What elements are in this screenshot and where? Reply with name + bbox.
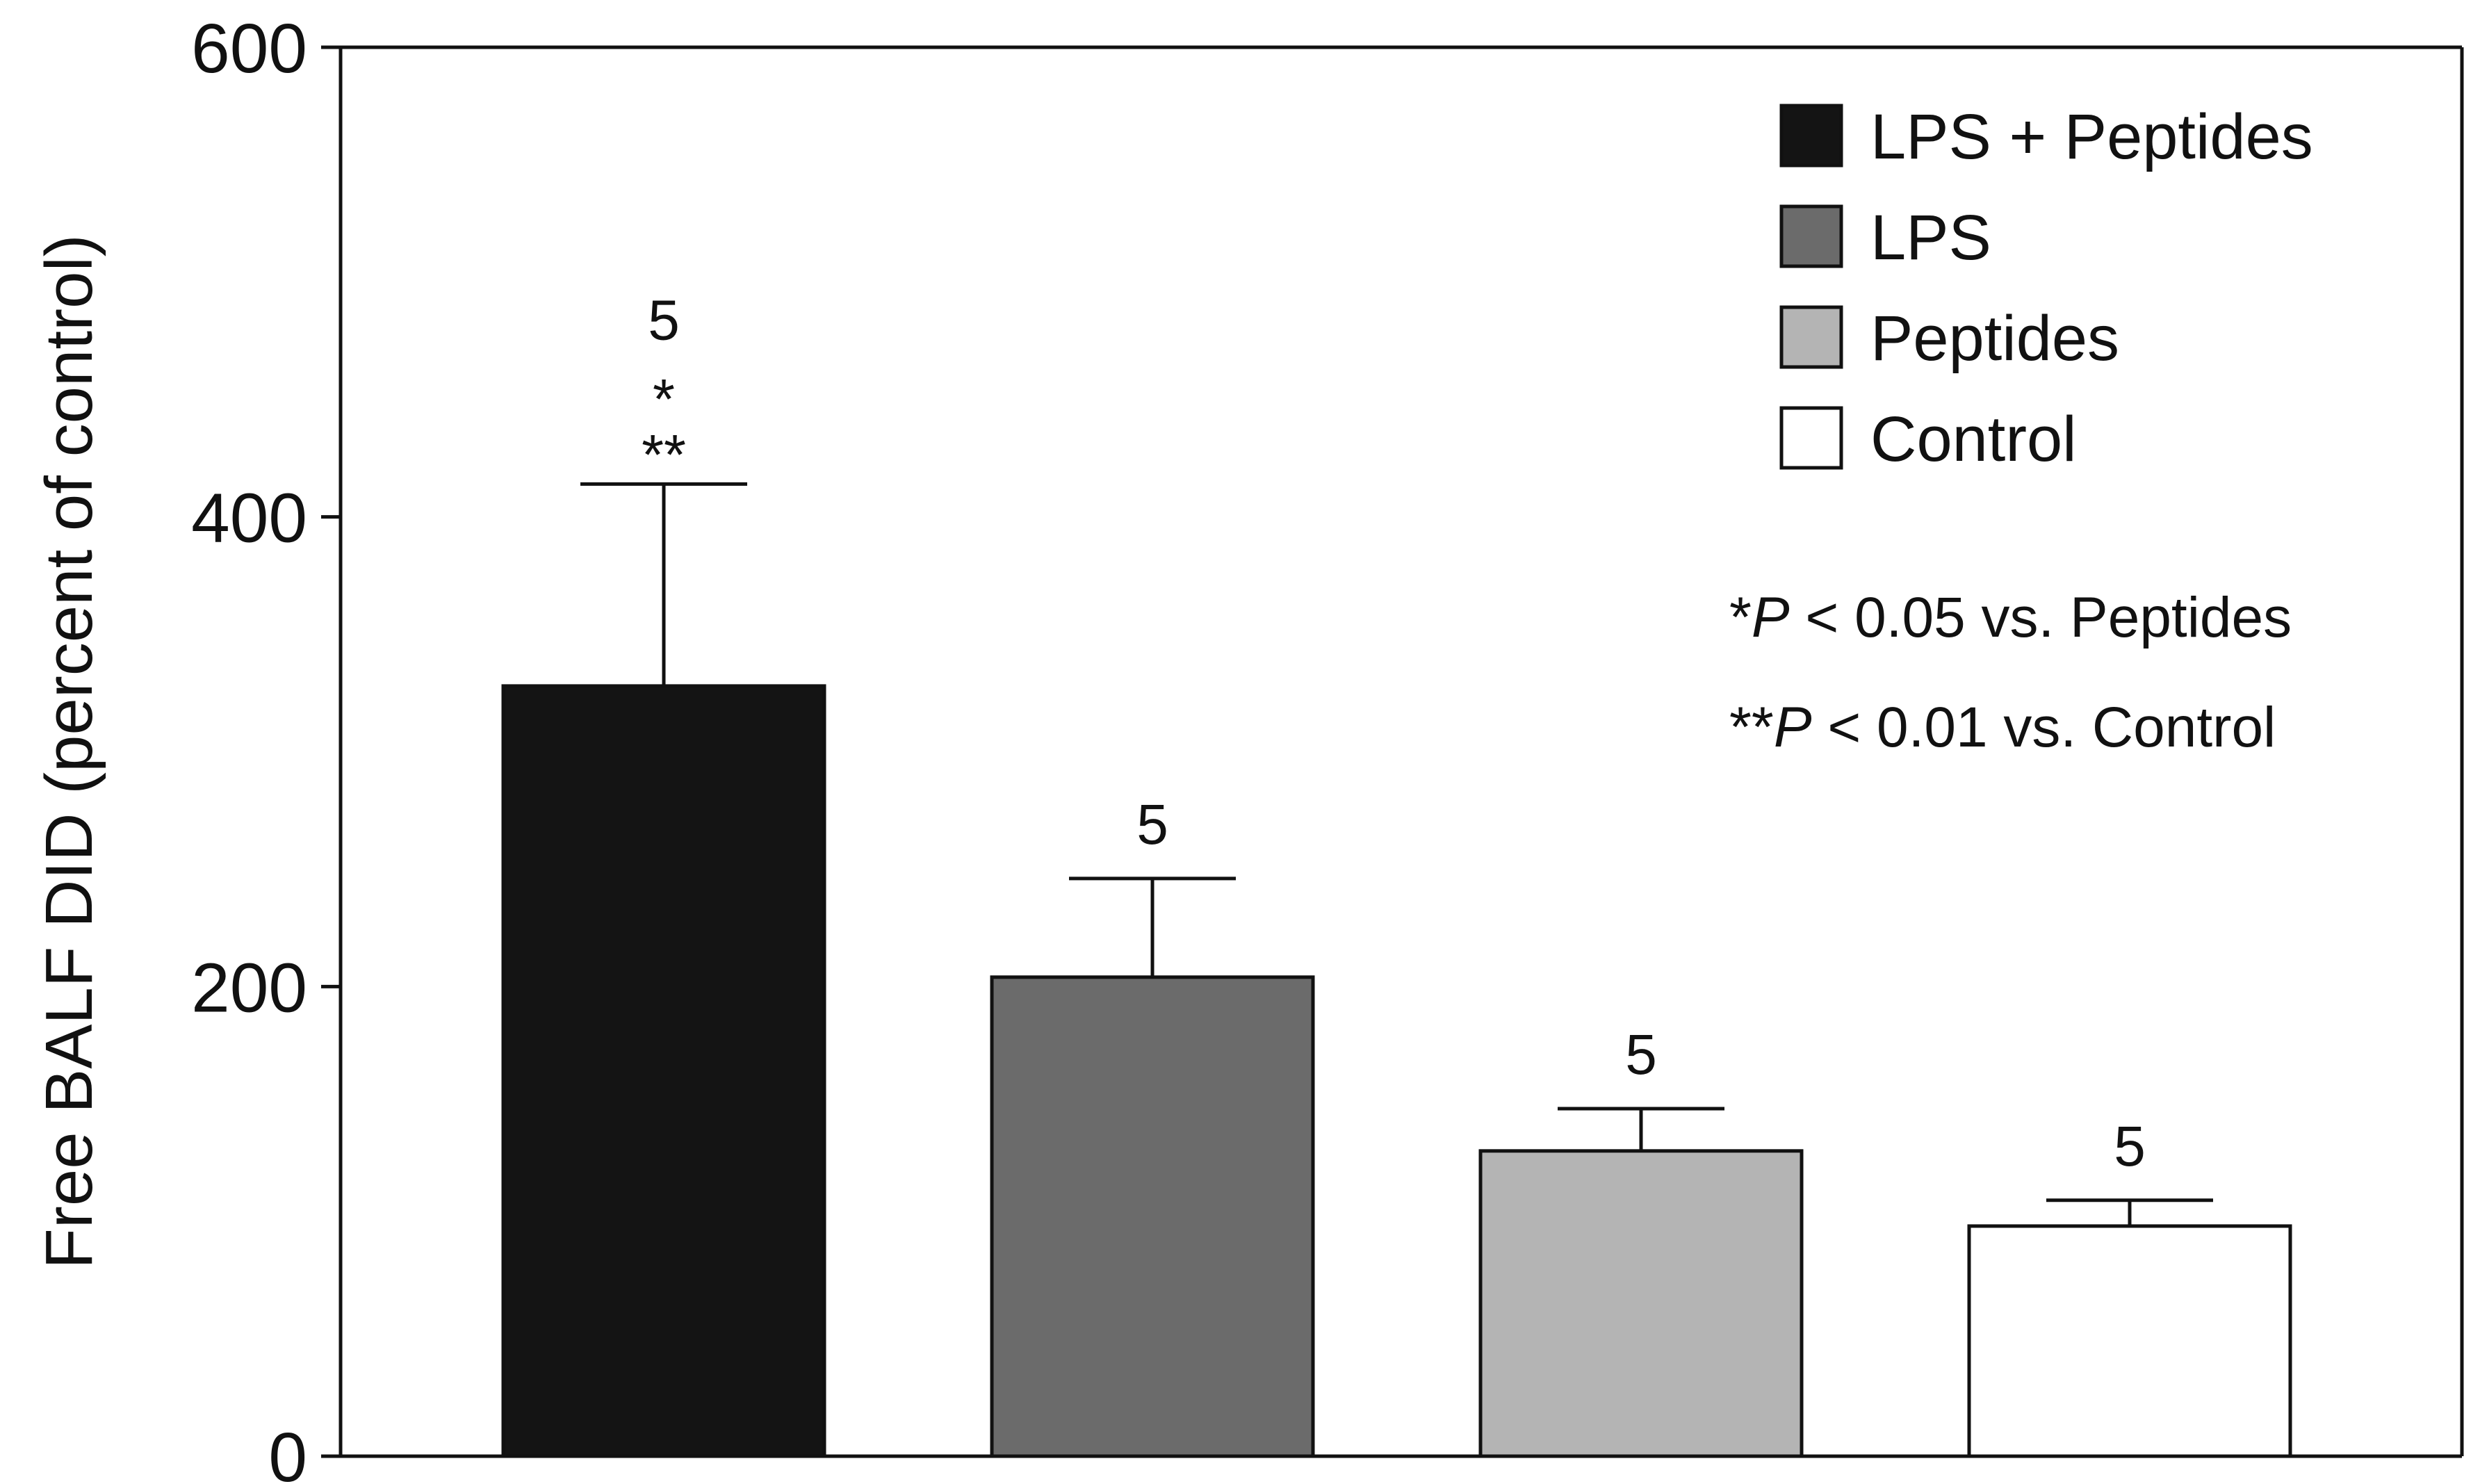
- y-tick-label: 200: [191, 949, 307, 1027]
- note-text: < 0.05 vs. Peptides: [1790, 586, 2292, 649]
- significance-notes: *P < 0.05 vs. Peptides**P < 0.01 vs. Con…: [1729, 586, 2292, 759]
- legend-swatch: [1779, 305, 1843, 369]
- significance-note: **P < 0.01 vs. Control: [1729, 696, 2276, 759]
- legend-label: Control: [1870, 404, 2077, 475]
- legend-label: LPS: [1870, 202, 1991, 273]
- n-label: 5: [648, 288, 680, 352]
- significance-note: *P < 0.05 vs. Peptides: [1729, 586, 2292, 649]
- note-stars: **: [1729, 696, 1774, 759]
- y-tick-label: 600: [191, 10, 307, 88]
- bar: [1478, 1149, 1804, 1458]
- n-label: 5: [1136, 793, 1168, 856]
- bar: [1967, 1224, 2292, 1458]
- note-text: < 0.01 vs. Control: [1812, 696, 2276, 759]
- legend-label: Peptides: [1870, 303, 2119, 374]
- n-label: 5: [1625, 1023, 1657, 1086]
- n-label: 5: [2114, 1115, 2146, 1178]
- axes: 0 200 400 600 Free BALF DID (percent of cont…: [32, 10, 2464, 1484]
- y-tick-label: 400: [191, 480, 307, 557]
- legend-swatch: [1779, 204, 1843, 268]
- y-tick-label: 0: [268, 1419, 307, 1484]
- note-stars: *: [1729, 586, 1752, 649]
- legend: LPS + Peptides LPS Peptides Control: [1779, 101, 2313, 475]
- significance-label: *: [653, 368, 675, 431]
- legend-swatch: [1779, 104, 1843, 168]
- legend-swatch: [1779, 406, 1843, 470]
- bar: [501, 684, 826, 1458]
- significance-label: **: [642, 423, 686, 487]
- bar: [990, 975, 1315, 1458]
- note-p-symbol: P: [1752, 586, 1790, 649]
- note-p-symbol: P: [1774, 696, 1812, 759]
- legend-label: LPS + Peptides: [1870, 101, 2313, 172]
- y-axis-title: Free BALF DID (percent of control): [32, 234, 106, 1269]
